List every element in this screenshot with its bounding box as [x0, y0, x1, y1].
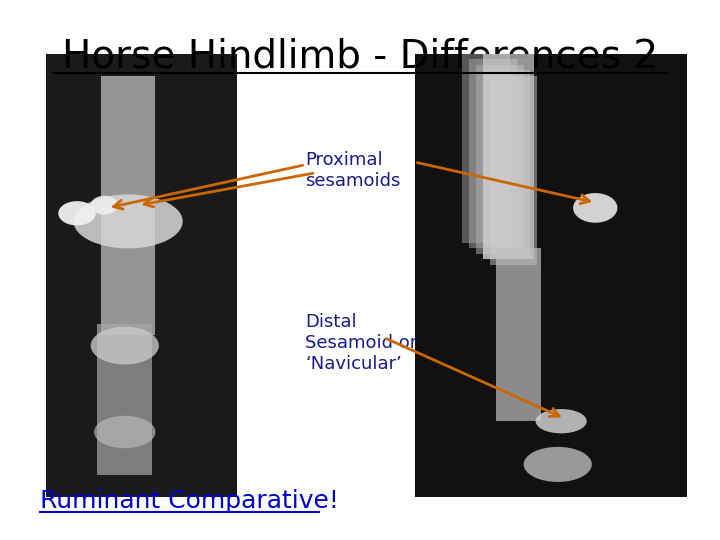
Ellipse shape [73, 194, 183, 248]
Ellipse shape [91, 327, 159, 364]
Text: Proximal
sesamoids: Proximal sesamoids [305, 151, 401, 190]
Bar [469, 59, 517, 248]
Text: Horse Hindlimb - Differences 2: Horse Hindlimb - Differences 2 [62, 38, 658, 76]
Text: Ruminant Comparative!: Ruminant Comparative! [40, 489, 338, 513]
Bar [101, 76, 156, 335]
Ellipse shape [536, 409, 587, 433]
Ellipse shape [573, 193, 618, 222]
Bar [496, 248, 541, 421]
Bar [482, 70, 531, 259]
Ellipse shape [94, 416, 156, 448]
FancyBboxPatch shape [415, 54, 688, 497]
Bar [476, 65, 523, 254]
Bar [97, 324, 152, 475]
FancyBboxPatch shape [46, 54, 238, 497]
Bar [490, 76, 537, 265]
Bar [482, 54, 534, 259]
Bar [462, 54, 510, 243]
Ellipse shape [58, 201, 96, 226]
Ellipse shape [523, 447, 592, 482]
Text: Distal
Sesamoid or
‘Navicular’: Distal Sesamoid or ‘Navicular’ [305, 313, 418, 373]
Ellipse shape [91, 195, 118, 214]
